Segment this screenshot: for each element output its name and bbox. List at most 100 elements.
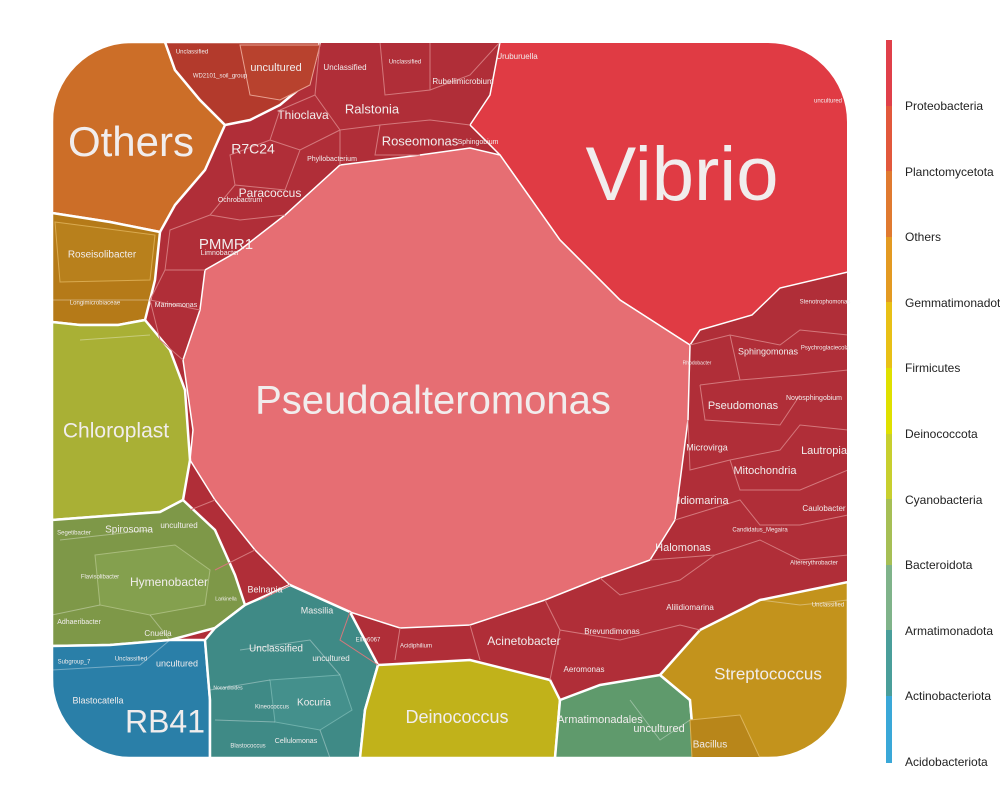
legend-swatch bbox=[886, 564, 892, 632]
genus-label: Unclassified bbox=[389, 60, 421, 66]
cell-roseisolibacter bbox=[54, 221, 156, 283]
genus-label: Paracoccus bbox=[239, 186, 302, 200]
legend-entry-label: Actinobacteriota bbox=[905, 689, 992, 704]
genus-label: PMMR1 bbox=[199, 236, 253, 253]
genus-label: Nocardioides bbox=[213, 685, 243, 691]
genus-label: Belnapia bbox=[247, 584, 282, 594]
genus-label: Spirosoma bbox=[105, 525, 153, 536]
legend-swatch bbox=[886, 368, 892, 435]
genus-label: Longimicrobiaceae bbox=[70, 301, 121, 307]
genus-label: Pseudoalteromonas bbox=[255, 379, 611, 423]
genus-label: uncultured bbox=[160, 521, 197, 530]
genus-label: Uruburuella bbox=[496, 52, 538, 61]
legend-entry-label: Cyanobacteria bbox=[905, 492, 983, 507]
legend-entry-label: Proteobacteria bbox=[905, 99, 984, 113]
treemap-frame bbox=[51, 41, 849, 759]
legend-entry-label: Planctomycetota bbox=[905, 164, 994, 179]
genus-label: Candidatus_Megaira bbox=[732, 528, 788, 534]
genus-label: uncultured bbox=[156, 658, 198, 668]
genus-label: Roseomonas bbox=[382, 133, 459, 148]
genus-label: Ralstonia bbox=[345, 101, 400, 116]
genus-label: Ochrobactrum bbox=[218, 197, 263, 204]
genus-label: Kocuria bbox=[297, 698, 331, 709]
legend-swatch bbox=[886, 499, 892, 566]
genus-label: Halomonas bbox=[655, 542, 711, 554]
genus-label: Caulobacter bbox=[802, 504, 845, 513]
genus-label: Sphingobium bbox=[458, 139, 499, 146]
genus-label: Armatimonadales bbox=[557, 714, 643, 726]
genus-label: Lautropia bbox=[801, 445, 848, 457]
legend-swatch bbox=[886, 236, 892, 304]
genus-label: Vibrio bbox=[586, 132, 779, 217]
legend-entry-label: Acidobacteriota bbox=[905, 755, 988, 769]
genus-label: RB41 bbox=[125, 703, 205, 739]
cell-firmicutes bbox=[658, 580, 848, 758]
genus-label: Unclassified bbox=[812, 603, 844, 609]
genus-label: Alilidiomarina bbox=[666, 603, 714, 612]
genus-label: Chloroplast bbox=[63, 420, 169, 443]
legend-swatch bbox=[886, 171, 892, 238]
genus-label: Limnobacter bbox=[201, 250, 240, 257]
legend-swatch bbox=[886, 433, 892, 501]
genus-label: Streptococcus bbox=[714, 664, 822, 683]
genus-label: Deinococcus bbox=[405, 707, 508, 727]
legend-swatch bbox=[886, 630, 892, 697]
genus-label: Marinomonas bbox=[155, 302, 198, 309]
genus-label: Thioclava bbox=[277, 108, 329, 122]
legend-entry-label: Others bbox=[905, 230, 942, 245]
genus-label: Adhaeribacter bbox=[57, 619, 101, 626]
genus-label: Ellin6067 bbox=[356, 638, 381, 644]
genus-label: WD2101_soil_group bbox=[193, 74, 248, 80]
genus-label: Blastococcus bbox=[230, 744, 265, 750]
legend-swatch bbox=[886, 105, 892, 173]
legend-entry-label: Firmicutes bbox=[905, 361, 961, 376]
genus-label: Flavisolibacter bbox=[81, 575, 119, 581]
genus-label: uncultured bbox=[250, 62, 301, 74]
genus-label: Altererythrobacter bbox=[790, 561, 838, 567]
genus-label: Acinetobacter bbox=[487, 634, 560, 648]
genus-label: Microvirga bbox=[686, 442, 728, 452]
cell-hymenobacter bbox=[94, 544, 211, 616]
genus-label: Unclassified bbox=[115, 657, 147, 663]
genus-label: Rhodobacter bbox=[683, 360, 712, 366]
genus-label: Stenotrophomonas bbox=[800, 300, 851, 306]
cell-kocuria bbox=[269, 674, 353, 731]
legend-entry-label: Deinococcota bbox=[905, 427, 978, 441]
treemap-area bbox=[52, 42, 848, 758]
genus-label: R7C24 bbox=[231, 141, 275, 157]
genus-label: Psychroglaciecola bbox=[801, 346, 850, 352]
genus-label: Acidiphilium bbox=[400, 644, 432, 650]
genus-label: Hymenobacter bbox=[130, 575, 208, 589]
genus-label: Cellulomonas bbox=[275, 738, 318, 745]
genus-label: Massilia bbox=[301, 605, 334, 615]
genus-label: Pseudomonas bbox=[708, 400, 779, 412]
genus-label: Roseisolibacter bbox=[68, 250, 137, 261]
genus-label: Bacillus bbox=[693, 740, 727, 751]
cell-pseudoalteromonas bbox=[182, 147, 691, 629]
legend-swatch bbox=[886, 40, 892, 107]
cell-bacillus bbox=[689, 714, 761, 758]
genus-label: Larkinella bbox=[215, 596, 237, 602]
genus-label: Aeromonas bbox=[564, 665, 605, 674]
genus-label: Cnuella bbox=[144, 629, 172, 638]
genus-label: Rubellimicrobium bbox=[432, 77, 494, 86]
genus-label: uncultured bbox=[312, 654, 349, 663]
genus-label: uncultured bbox=[633, 723, 684, 735]
genus-label: Idiomarina bbox=[677, 495, 729, 507]
proteobacteria-cell-borders bbox=[149, 42, 848, 681]
genus-label: Brevundimonas bbox=[584, 627, 640, 636]
genus-labels: Pseudoalteromonas Vibrio Ralstonia Thioclav… bbox=[57, 50, 850, 751]
legend-entry-label: Gemmatimonadota bbox=[905, 295, 1000, 310]
genus-label: Mitochondria bbox=[734, 465, 798, 477]
genus-label: Phyllobacterium bbox=[307, 156, 357, 163]
genus-label: Segetibacter bbox=[57, 531, 91, 537]
genus-label: Blastocatella bbox=[72, 695, 123, 705]
genus-label: Subgroup_7 bbox=[58, 660, 91, 666]
genus-label: Unclassified bbox=[323, 63, 366, 72]
genus-label: Unclassified bbox=[249, 644, 303, 655]
genus-label: Others bbox=[68, 118, 194, 165]
legend-swatch bbox=[886, 302, 892, 369]
other-cell-borders bbox=[52, 299, 848, 758]
genus-label: Sphingomonas bbox=[738, 346, 799, 356]
